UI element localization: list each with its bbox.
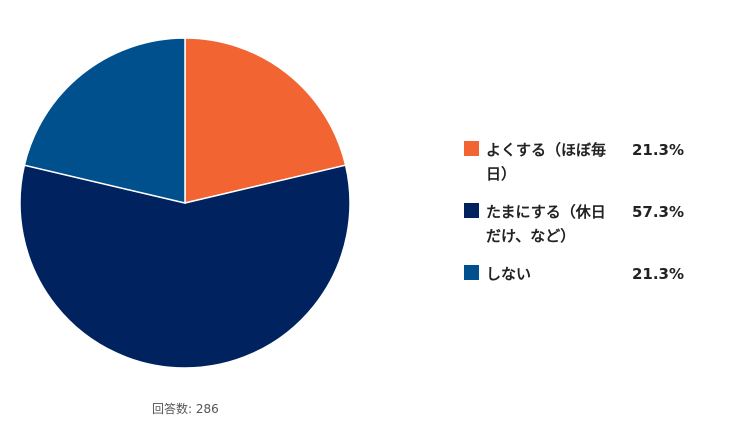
legend-label-often: よくする（ほぼ毎日） [486,141,607,183]
legend: よくする（ほぼ毎日） 21.3% たまにする（休日だけ、など） 57.3% しな… [464,138,704,292]
legend-item-often: よくする（ほぼ毎日） 21.3% [464,138,704,200]
legend-item-never: しない 21.3% [464,262,704,292]
legend-swatch-sometimes [464,203,479,218]
legend-value-never: 21.3% [631,265,684,283]
pie-slice-sometimes [19,164,351,369]
legend-swatch-never [464,265,479,280]
pie-slice-never [23,37,186,204]
legend-label-never: しない [486,265,532,283]
legend-label-sometimes: たまにする（休日だけ、など） [486,203,606,245]
legend-value-sometimes: 57.3% [631,203,684,221]
legend-value-often: 21.3% [631,141,684,159]
response-count: 回答数: 286 [152,402,219,416]
legend-item-sometimes: たまにする（休日だけ、など） 57.3% [464,200,704,262]
legend-swatch-often [464,141,479,156]
pie-slice-often [184,37,347,204]
